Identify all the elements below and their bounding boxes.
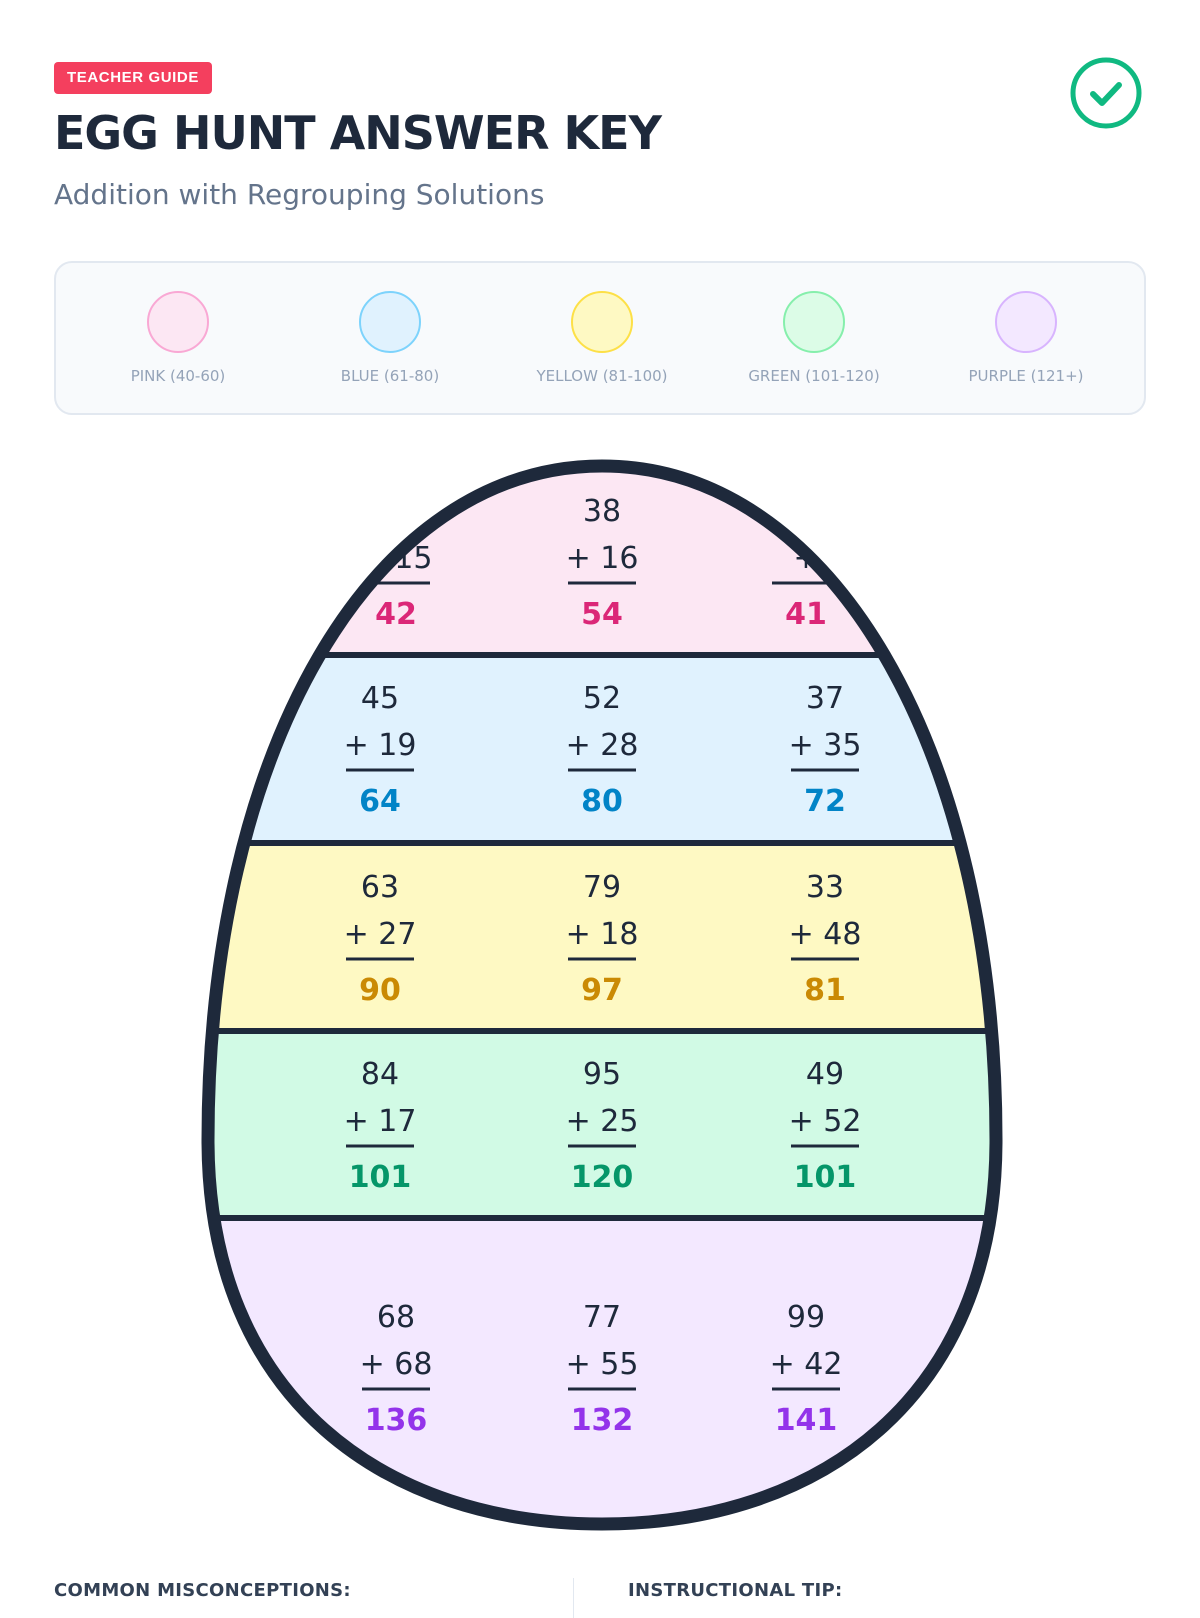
page-title: EGG HUNT ANSWER KEY xyxy=(54,106,662,160)
check-circle-icon xyxy=(1070,57,1142,129)
teacher-guide-badge: TEACHER GUIDE xyxy=(54,62,212,94)
addend-top: 63 xyxy=(361,870,399,905)
addend-top: 37 xyxy=(806,681,844,716)
legend-label: GREEN (101-120) xyxy=(748,367,880,385)
addend-bottom: + 52 xyxy=(789,1104,862,1139)
problem-green-3: 49 + 52 101 xyxy=(789,1057,862,1195)
legend-swatch xyxy=(571,291,633,353)
addend-bottom: + 16 xyxy=(566,541,639,576)
addend-top: 95 xyxy=(583,1057,621,1092)
problem-green-1: 84 + 17 101 xyxy=(344,1057,417,1195)
band-yellow xyxy=(208,843,996,1031)
answer: 54 xyxy=(581,597,623,632)
answer: 132 xyxy=(571,1403,634,1438)
answer: 136 xyxy=(365,1403,428,1438)
problem-purple-1: 68 + 68 136 xyxy=(360,1300,433,1438)
legend-item-yellow: YELLOW (81-100) xyxy=(492,291,712,385)
addend-bottom: + 27 xyxy=(344,917,417,952)
legend-item-purple: PURPLE (121+) xyxy=(916,291,1136,385)
legend-swatch xyxy=(147,291,209,353)
legend-label: BLUE (61-80) xyxy=(340,367,440,385)
addend-top: 79 xyxy=(583,870,621,905)
answer: 101 xyxy=(794,1160,857,1195)
egg-outline xyxy=(201,459,1003,1531)
color-legend: PINK (40-60) BLUE (61-80) YELLOW (81-100) G… xyxy=(54,261,1146,415)
answer: 80 xyxy=(581,784,623,819)
page-subtitle: Addition with Regrouping Solutions xyxy=(54,178,545,211)
notes-divider xyxy=(573,1578,574,1618)
problem-purple-2: 77 + 55 132 xyxy=(566,1300,639,1438)
misconceptions-label: COMMON MISCONCEPTIONS: xyxy=(54,1580,351,1601)
answer: 101 xyxy=(349,1160,412,1195)
addend-bottom: + 48 xyxy=(789,917,862,952)
problem-yellow-3: 33 + 48 81 xyxy=(789,870,862,1008)
answer: 90 xyxy=(359,973,401,1008)
problem-blue-2: 52 + 28 80 xyxy=(566,681,639,819)
legend-item-green: GREEN (101-120) xyxy=(704,291,924,385)
legend-item-blue: BLUE (61-80) xyxy=(280,291,500,385)
legend-label: PURPLE (121+) xyxy=(968,367,1084,385)
problem-green-2: 95 + 25 120 xyxy=(566,1057,639,1195)
addend-top: 99 xyxy=(787,1300,825,1335)
problem-blue-1: 45 + 19 64 xyxy=(344,681,417,819)
addend-bottom: + 18 xyxy=(566,917,639,952)
problem-yellow-1: 63 + 27 90 xyxy=(344,870,417,1008)
addend-bottom: + 35 xyxy=(789,728,862,763)
addend-bottom: + 19 xyxy=(344,728,417,763)
problem-blue-3: 37 + 35 72 xyxy=(789,681,862,819)
legend-swatch xyxy=(359,291,421,353)
answer: 41 xyxy=(785,597,827,632)
addend-bottom: + 28 xyxy=(566,728,639,763)
legend-item-pink: PINK (40-60) xyxy=(68,291,288,385)
answer: 64 xyxy=(359,784,401,819)
addend-top: 77 xyxy=(583,1300,621,1335)
problem-purple-3: 99 + 42 141 xyxy=(770,1300,843,1438)
legend-label: PINK (40-60) xyxy=(130,367,226,385)
addend-bottom: + 42 xyxy=(770,1347,843,1382)
addend-top: 52 xyxy=(583,681,621,716)
addend-bottom: + 17 xyxy=(344,1104,417,1139)
answer: 42 xyxy=(375,597,417,632)
answer: 97 xyxy=(581,973,623,1008)
addend-bottom: + 25 xyxy=(566,1104,639,1139)
addend-top: 33 xyxy=(806,870,844,905)
addend-top: 45 xyxy=(361,681,399,716)
addend-top: 68 xyxy=(377,1300,415,1335)
instructional-tip-label: INSTRUCTIONAL TIP: xyxy=(628,1580,843,1601)
answer: 120 xyxy=(571,1160,634,1195)
addend-bottom: + 55 xyxy=(566,1347,639,1382)
addend-top: 49 xyxy=(806,1057,844,1092)
addend-top: 38 xyxy=(583,494,621,529)
legend-swatch xyxy=(783,291,845,353)
answer: 141 xyxy=(775,1403,838,1438)
legend-swatch xyxy=(995,291,1057,353)
answer: 81 xyxy=(804,973,846,1008)
problem-yellow-2: 79 + 18 97 xyxy=(566,870,639,1008)
band-blue xyxy=(208,655,996,843)
addend-top: 84 xyxy=(361,1057,399,1092)
legend-label: YELLOW (81-100) xyxy=(536,367,668,385)
problem-pink-2: 38 + 16 54 xyxy=(566,494,639,632)
addend-bottom: + 68 xyxy=(360,1347,433,1382)
answer: 72 xyxy=(804,784,846,819)
band-green xyxy=(208,1031,996,1218)
